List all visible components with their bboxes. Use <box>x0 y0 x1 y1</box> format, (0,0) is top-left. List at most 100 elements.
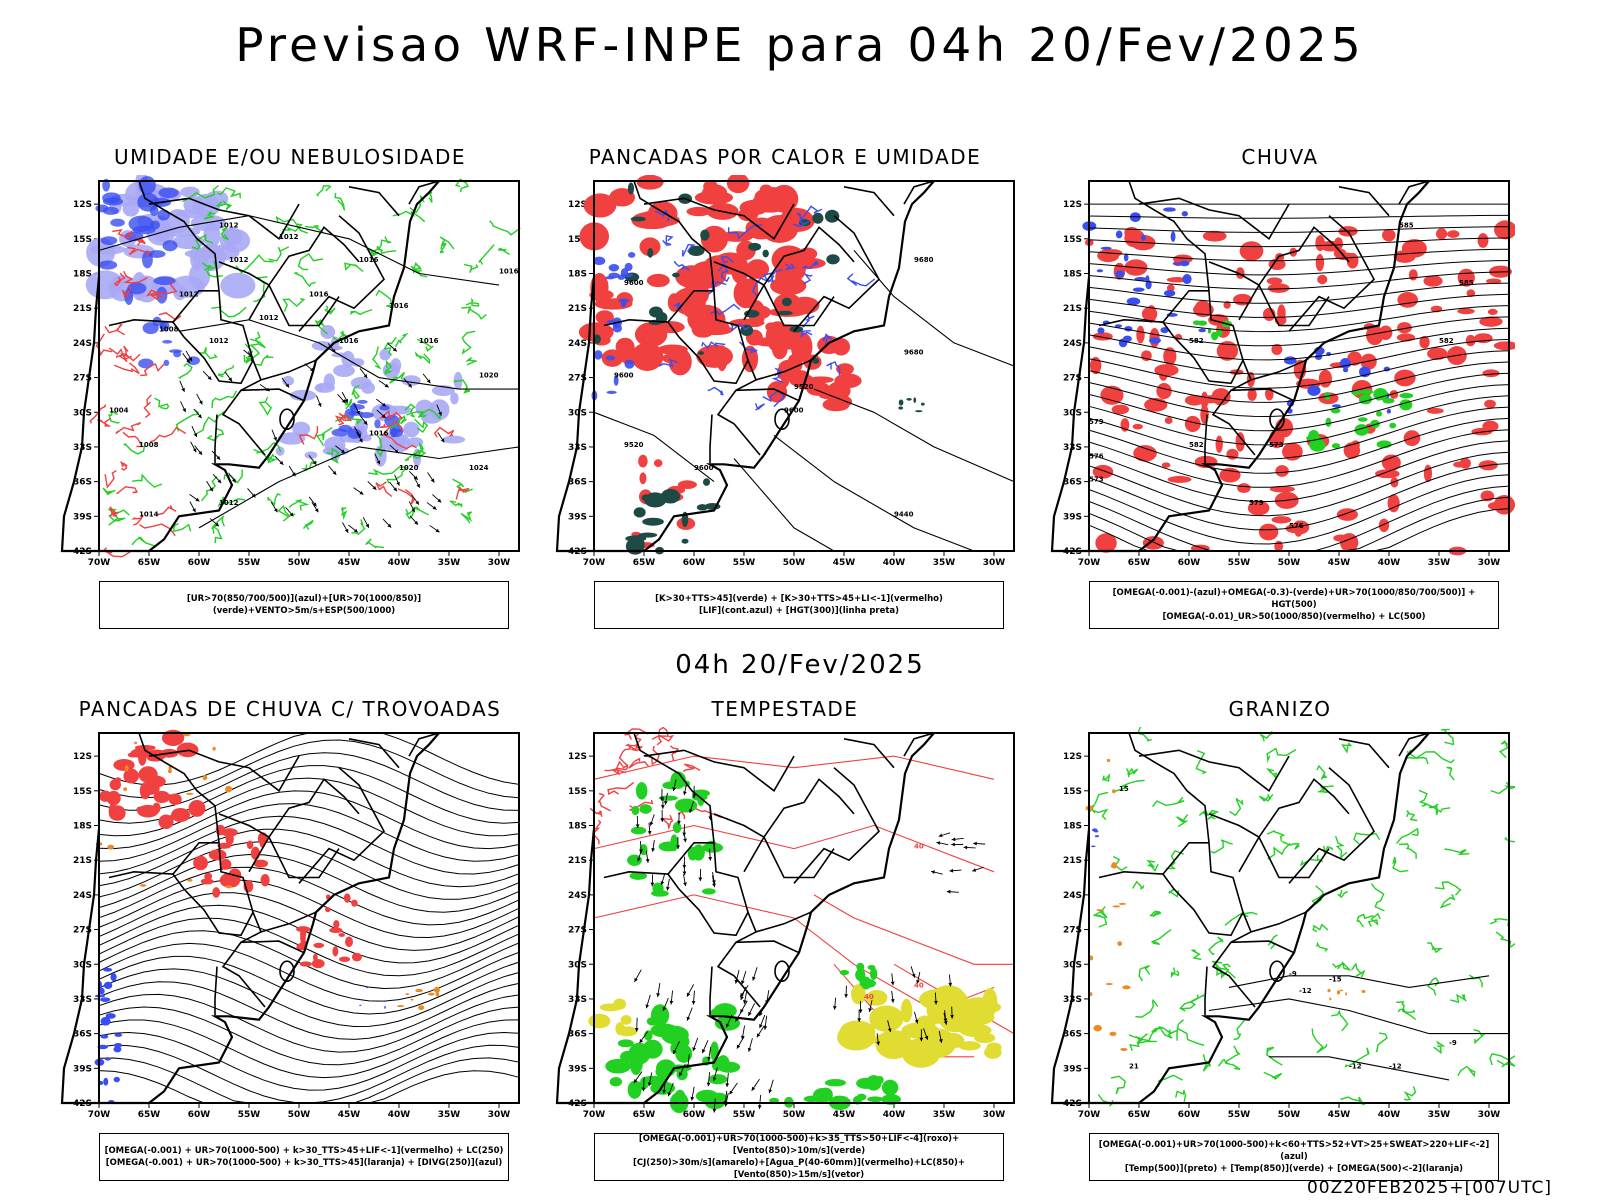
green-contour <box>439 236 455 250</box>
contour-label: 1016 <box>309 291 329 299</box>
wind-arrow-head <box>381 402 386 407</box>
contour-label: 9680 <box>914 256 934 264</box>
green-contour <box>383 336 397 356</box>
green-contour <box>108 410 120 424</box>
green-area <box>1309 438 1326 452</box>
wind-arrow-head <box>432 505 437 510</box>
lon-tick-label: 70W <box>1078 558 1101 568</box>
darkgreen-area <box>812 357 820 364</box>
red-contour <box>610 760 627 776</box>
lat-tick-label: 12S <box>568 752 587 762</box>
legend-line: [OMEGA(-0.001)+UR>70(1000-500)+k>35_TTS>… <box>638 1134 960 1156</box>
wind-arrow-head <box>285 383 290 388</box>
state-border <box>1258 226 1350 286</box>
blue-area <box>104 1057 111 1061</box>
state-border <box>1338 186 1390 217</box>
wind-arrow-head <box>365 523 369 528</box>
red-contour <box>670 745 680 761</box>
green-area <box>1399 399 1413 411</box>
green-contour <box>1135 998 1159 1018</box>
green-contour <box>1439 894 1456 909</box>
lightblue-area <box>183 196 206 214</box>
blue-area <box>1100 246 1112 250</box>
red-area <box>1482 369 1500 378</box>
darkgreen-area <box>681 538 689 544</box>
contour-label: 585 <box>1399 221 1414 229</box>
green-area <box>881 1079 899 1096</box>
blue-area <box>103 981 113 990</box>
blue-area <box>162 240 178 252</box>
lon-tick-label: 50W <box>783 1110 806 1120</box>
wind-arrow-head <box>763 1026 768 1030</box>
lat-tick-label: 39S <box>1063 512 1082 522</box>
blue-area <box>349 404 365 410</box>
state-border <box>843 738 895 769</box>
red-contour <box>378 409 404 420</box>
wind-arrow-head <box>951 842 955 847</box>
lon-tick-label: 35W <box>438 558 461 568</box>
green-contour <box>1102 773 1111 782</box>
orange-area <box>107 844 115 850</box>
green-area <box>672 821 682 834</box>
green-area <box>1389 422 1397 429</box>
lat-tick-label: 36S <box>1063 478 1082 488</box>
green-contour <box>449 500 463 508</box>
red-area <box>1375 469 1400 479</box>
lat-tick-label: 39S <box>568 1064 587 1074</box>
wind-arrow-head <box>647 1082 652 1087</box>
red-area <box>208 849 227 861</box>
darkgreen-area <box>649 306 663 318</box>
red-contour <box>591 819 602 845</box>
red-contour <box>131 514 144 526</box>
yellow-area <box>974 1032 996 1044</box>
streamline <box>1088 384 1510 432</box>
state-border <box>763 226 855 286</box>
wind-arrow-head <box>435 528 440 533</box>
lon-tick-label: 35W <box>1428 558 1451 568</box>
streamline <box>1088 463 1510 531</box>
contour-label: -12 <box>1299 987 1312 995</box>
lif-contour <box>662 235 674 246</box>
lat-tick-label: 30S <box>73 960 92 970</box>
red-contour <box>108 506 119 517</box>
red-area <box>313 942 325 949</box>
streamline <box>98 1057 520 1104</box>
green-area <box>627 854 642 866</box>
streamline <box>1088 395 1510 446</box>
wind-arrow-head <box>659 797 664 801</box>
run-timestamp: 00Z20FEB2025+[007UTC] <box>1306 1178 1552 1198</box>
state-border <box>218 261 271 321</box>
state-border <box>109 732 266 1008</box>
red-area <box>204 872 213 881</box>
green-contour <box>1152 796 1185 808</box>
yellow-area <box>588 1013 611 1029</box>
red-area <box>351 899 358 907</box>
blue-area <box>110 973 117 982</box>
green-area <box>713 1003 737 1019</box>
green-contour <box>302 519 314 530</box>
red-area <box>1447 230 1460 238</box>
lif-contour <box>846 273 876 287</box>
red-area <box>188 799 206 817</box>
green-area <box>710 1041 719 1062</box>
lon-tick-label: 60W <box>683 558 706 568</box>
blue-area <box>1163 289 1176 297</box>
red-area <box>1184 394 1205 406</box>
contour-label: 9520 <box>624 441 644 449</box>
wind-arrow-head <box>948 982 953 987</box>
green-area <box>662 781 681 790</box>
green-area <box>1207 328 1212 334</box>
wind-arrow-head <box>669 1000 674 1005</box>
wind-arrow-head <box>743 1000 747 1004</box>
red-area <box>296 943 305 951</box>
green-area <box>856 1093 867 1101</box>
red-area <box>730 254 749 284</box>
wind-arrow-head <box>759 1024 763 1029</box>
red-area <box>1202 230 1227 242</box>
blue-area <box>1097 327 1105 334</box>
red-area <box>1397 291 1419 308</box>
state-border <box>218 813 271 873</box>
lon-tick-label: 50W <box>288 1110 311 1120</box>
lon-tick-label: 30W <box>488 558 511 568</box>
pressure-isoline <box>178 319 519 390</box>
